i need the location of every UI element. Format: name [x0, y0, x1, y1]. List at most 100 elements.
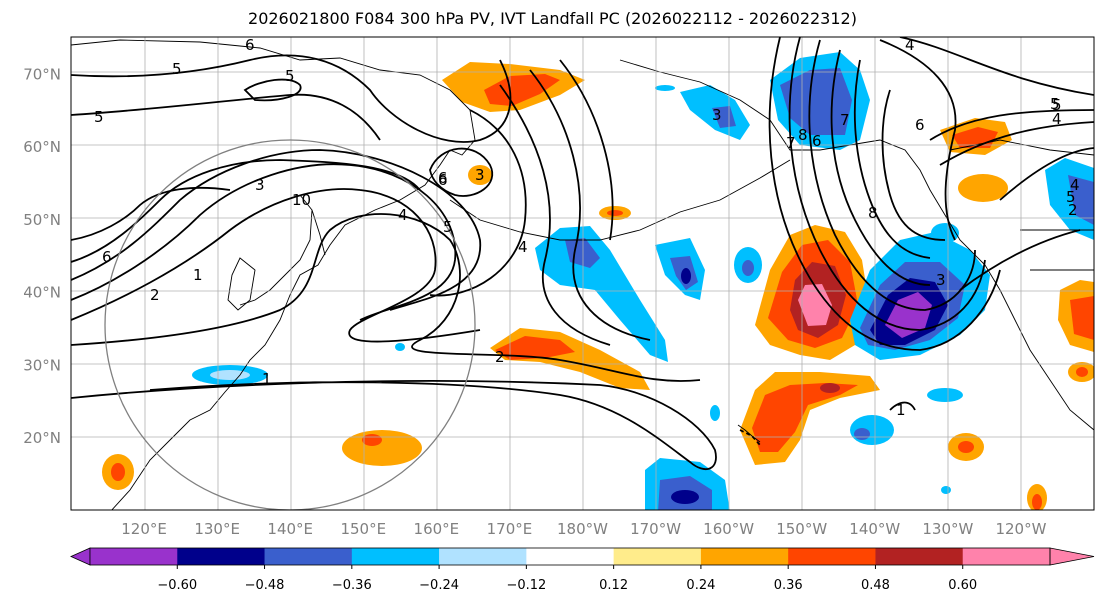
lon-labels: 120°E 130°E 140°E 150°E 160°E 170°E 180°W 170°W…	[121, 520, 1046, 538]
shade-blob	[468, 165, 492, 185]
colorbar-segment	[177, 548, 266, 565]
lon-label: 160°W	[703, 520, 754, 538]
map-frame	[70, 36, 1095, 511]
colorbar-tick-label: 0.12	[599, 578, 628, 593]
contour-label: 8	[868, 204, 878, 222]
coastline-alaska	[619, 59, 1094, 431]
colorbar-segment	[90, 548, 178, 565]
colorbar-extend-low	[70, 547, 91, 566]
contour-label: 4	[1052, 110, 1062, 128]
ivt-shading	[102, 52, 1094, 510]
coastline-aleutians	[449, 159, 791, 241]
shade-blob	[655, 85, 675, 91]
coastlines	[71, 39, 1094, 510]
great-circle-ring	[104, 139, 476, 510]
shade-blob	[752, 383, 858, 452]
colorbar-tick-label: −0.60	[157, 578, 197, 593]
contour-line	[889, 401, 916, 411]
contour-label: 3	[936, 271, 946, 289]
contour-line	[243, 78, 302, 102]
shade-blob	[362, 434, 382, 446]
lat-label: 50°N	[23, 211, 61, 229]
colorbar-frame	[89, 547, 1051, 566]
contour-line	[71, 93, 381, 141]
shade-blob	[854, 428, 870, 440]
lat-label: 40°N	[23, 284, 61, 302]
shade-blob	[710, 405, 720, 421]
lon-label: 180°W	[557, 520, 608, 538]
contour-line	[899, 37, 1094, 96]
contour-label: 5	[1052, 96, 1062, 114]
lon-label: 130°E	[194, 520, 240, 538]
contour-label: 6	[915, 116, 925, 134]
contour-label: 5	[1050, 95, 1060, 113]
contour-label: 4	[518, 238, 528, 256]
colorbar-tick-label: −0.24	[419, 578, 459, 593]
shade-blob	[958, 441, 974, 453]
contour-label: 8	[798, 126, 808, 144]
lon-label: 140°W	[849, 520, 900, 538]
lon-label: 150°E	[340, 520, 386, 538]
shade-blob	[1070, 296, 1094, 340]
shade-blob	[671, 490, 699, 504]
contour-label: 7	[786, 134, 796, 152]
colorbar-segment	[439, 548, 527, 565]
shade-blob	[495, 336, 575, 360]
lat-labels: 70°N 60°N 50°N 40°N 30°N 20°N	[23, 65, 61, 447]
contour-line	[768, 37, 1001, 351]
contour-label: 1	[262, 370, 272, 388]
contour-labels: 6 5 5 5 6 1 2 3 4 5 6 10 3 4 5 6 1 2 4 3…	[94, 0, 1080, 419]
colorbar-segment	[613, 548, 702, 565]
contour-label: 2	[495, 348, 505, 366]
pv-contours	[71, 37, 1094, 471]
contour-line	[71, 380, 717, 471]
contour-label: 6	[1055, 0, 1065, 14]
coastline-hawaii	[737, 424, 761, 443]
contour-label: 7	[840, 111, 850, 129]
colorbar-segment	[264, 548, 353, 565]
shade-blob	[111, 463, 125, 481]
shade-blob	[342, 430, 422, 466]
contour-label: 4	[1070, 176, 1080, 194]
contour-line	[853, 59, 931, 259]
contour-line	[881, 89, 946, 241]
lon-label: 170°W	[630, 520, 681, 538]
shade-blob	[941, 486, 951, 494]
colorbar-tick-label: 0.60	[948, 578, 977, 593]
coastline-asia	[71, 39, 476, 510]
contour-label: 4	[398, 206, 408, 224]
shade-blob	[1076, 367, 1088, 377]
colorbar-segment	[962, 548, 1051, 565]
contour-label: 5	[1066, 188, 1076, 206]
contour-label: 6	[245, 36, 255, 54]
contour-label: 5	[285, 67, 295, 85]
lat-label: 30°N	[23, 356, 61, 374]
contour-line	[830, 49, 931, 286]
contour-label: 4	[905, 36, 915, 54]
contour-label: 2	[150, 286, 160, 304]
lon-label: 130°W	[922, 520, 973, 538]
lon-label: 160°E	[414, 520, 460, 538]
colorbar-tick-label: −0.12	[506, 578, 546, 593]
shade-blob	[484, 74, 560, 106]
contour-line	[999, 147, 1094, 201]
contour-line	[429, 147, 493, 197]
contour-label: 6	[812, 132, 822, 150]
shade-blob	[1045, 158, 1094, 240]
shade-blob	[210, 370, 250, 380]
lat-label: 70°N	[23, 65, 61, 83]
colorbar-segment	[351, 548, 440, 565]
contour-line	[788, 37, 986, 331]
shade-blob	[535, 226, 668, 362]
shade-blob	[681, 268, 691, 284]
contour-label: 3	[712, 106, 722, 124]
colorbar-extend-high	[1049, 547, 1095, 566]
map-panel: 6 5 5 5 6 1 2 3 4 5 6 10 3 4 5 6 1 2 4 3…	[71, 0, 1094, 510]
lon-label: 150°W	[776, 520, 827, 538]
contour-label: 6	[438, 171, 448, 189]
contour-line	[959, 229, 1081, 291]
lon-label: 120°W	[995, 520, 1046, 538]
colorbar-tick-label: 0.48	[861, 578, 890, 593]
contour-label: 10	[292, 191, 311, 209]
